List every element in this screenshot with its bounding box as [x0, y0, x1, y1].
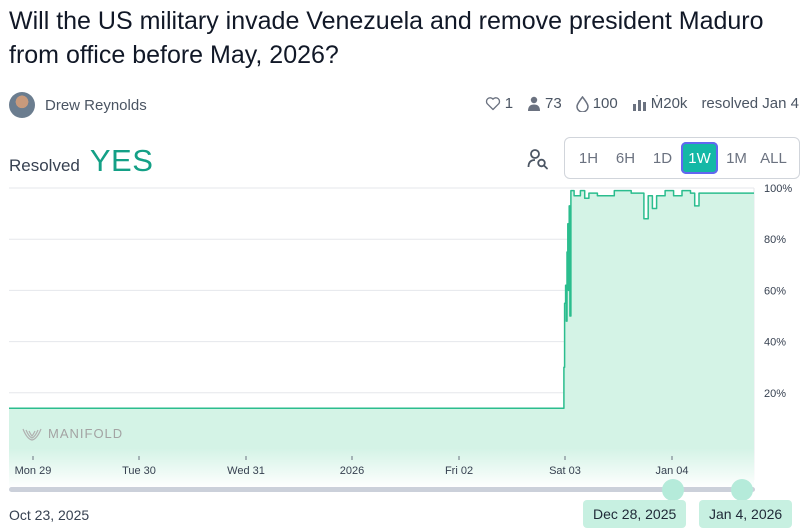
range-1w-button[interactable]: 1W [681, 142, 718, 174]
start-date-label: Oct 23, 2025 [9, 507, 90, 523]
y-tick-label: 40% [764, 337, 786, 349]
manifold-watermark: MANIFOLD [22, 426, 123, 441]
time-range-selector: 1H 6H 1D 1W 1M ALL [564, 137, 800, 179]
traders-stat: 73 [527, 95, 562, 112]
droplet-icon [575, 95, 589, 112]
volume-stat: Ṁ20k [632, 95, 688, 112]
probability-area [9, 190, 754, 488]
x-tick-label: Jan 04 [655, 465, 688, 477]
range-all-button[interactable]: ALL [760, 149, 787, 167]
market-stats: 1 73 100 Ṁ20k resolved Jan 4 [471, 95, 799, 112]
range-1h-button[interactable]: 1H [578, 149, 599, 167]
range-start-handle[interactable] [662, 479, 684, 501]
watermark-text: MANIFOLD [48, 426, 124, 441]
y-tick-label: 20% [764, 388, 786, 400]
heart-icon [485, 97, 500, 111]
bottom-fade [0, 448, 760, 488]
date-range-track[interactable] [9, 487, 755, 492]
x-tick-label: Mon 29 [15, 465, 52, 477]
probability-line [9, 189, 754, 409]
likes-stat[interactable]: 1 [485, 95, 513, 112]
traders-count: 73 [545, 95, 562, 112]
user-search-button[interactable] [527, 148, 549, 170]
user-search-icon [527, 149, 548, 170]
resolved-date-text: resolved Jan 4 [701, 95, 799, 112]
x-tick-label: Tue 30 [122, 465, 156, 477]
user-icon [528, 96, 541, 111]
range-from-date[interactable]: Dec 28, 2025 [583, 500, 687, 528]
probability-chart[interactable]: 20% 40% 60% 80% 100% Mon 29 Tue 30 Wed 31 2026 Fr… [0, 180, 807, 490]
y-tick-label: 80% [764, 234, 786, 246]
range-end-handle[interactable] [731, 479, 753, 501]
range-6h-button[interactable]: 6H [615, 149, 636, 167]
range-1d-button[interactable]: 1D [652, 149, 673, 167]
volume-amount: Ṁ20k [650, 95, 688, 112]
x-tick-label: Sat 03 [549, 465, 581, 477]
author[interactable]: Drew Reynolds [9, 92, 147, 118]
avatar[interactable] [9, 92, 35, 118]
author-name[interactable]: Drew Reynolds [45, 96, 147, 114]
liquidity-stat: 100 [575, 95, 618, 112]
resolution-label: Resolved [9, 156, 80, 175]
y-tick-label: 100% [764, 183, 792, 195]
x-tick-label: Fri 02 [445, 465, 473, 477]
manifold-logo-icon [22, 428, 42, 441]
x-tick-label: 2026 [340, 465, 364, 477]
bar-chart-icon [632, 99, 646, 111]
likes-count: 1 [504, 95, 514, 112]
x-tick-label: Wed 31 [227, 465, 265, 477]
resolution-status: Resolved YES [9, 143, 153, 179]
liquidity-amount: 100 [592, 95, 618, 112]
market-title: Will the US military invade Venezuela an… [9, 7, 764, 69]
y-tick-label: 60% [764, 285, 786, 297]
resolution-value: YES [89, 143, 154, 178]
range-1m-button[interactable]: 1M [726, 149, 747, 167]
resolved-date: resolved Jan 4 [701, 95, 799, 112]
range-to-date[interactable]: Jan 4, 2026 [699, 500, 793, 528]
